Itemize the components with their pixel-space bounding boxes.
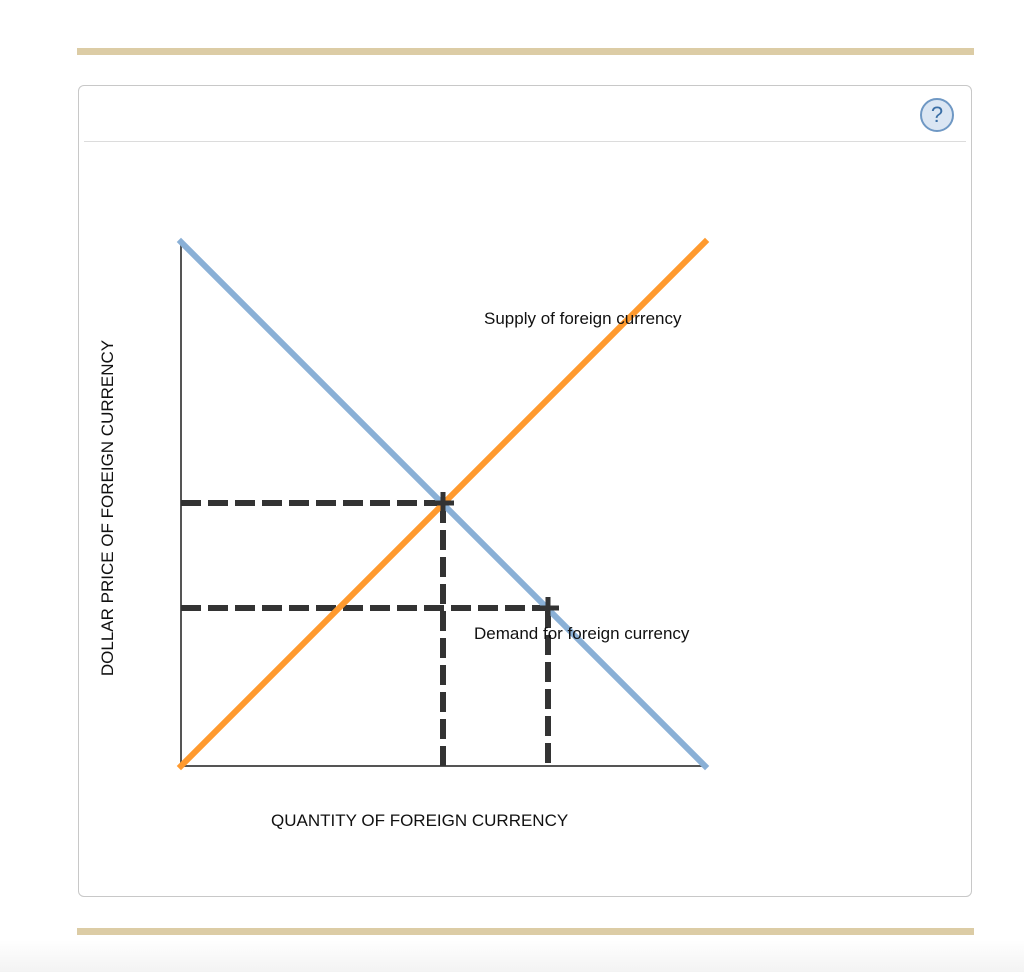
graph-panel: ? xyxy=(78,85,972,897)
y-axis-label: DOLLAR PRICE OF FOREIGN CURRENCY xyxy=(98,339,117,677)
x-axis-label: QUANTITY OF FOREIGN CURRENCY xyxy=(271,811,569,830)
page-footer-fade xyxy=(0,940,1024,972)
equilibrium-point-marker[interactable] xyxy=(432,492,454,514)
demand-curve-label: Demand for foreign currency xyxy=(474,624,690,643)
lower-price-point-marker[interactable] xyxy=(537,597,559,619)
top-divider-rule xyxy=(77,48,974,55)
help-button[interactable]: ? xyxy=(920,98,954,132)
bottom-divider-rule xyxy=(77,928,974,935)
dashed-guides xyxy=(181,500,551,766)
question-mark-icon: ? xyxy=(930,102,944,127)
supply-curve-label: Supply of foreign currency xyxy=(484,309,682,328)
panel-header-divider xyxy=(84,141,966,142)
